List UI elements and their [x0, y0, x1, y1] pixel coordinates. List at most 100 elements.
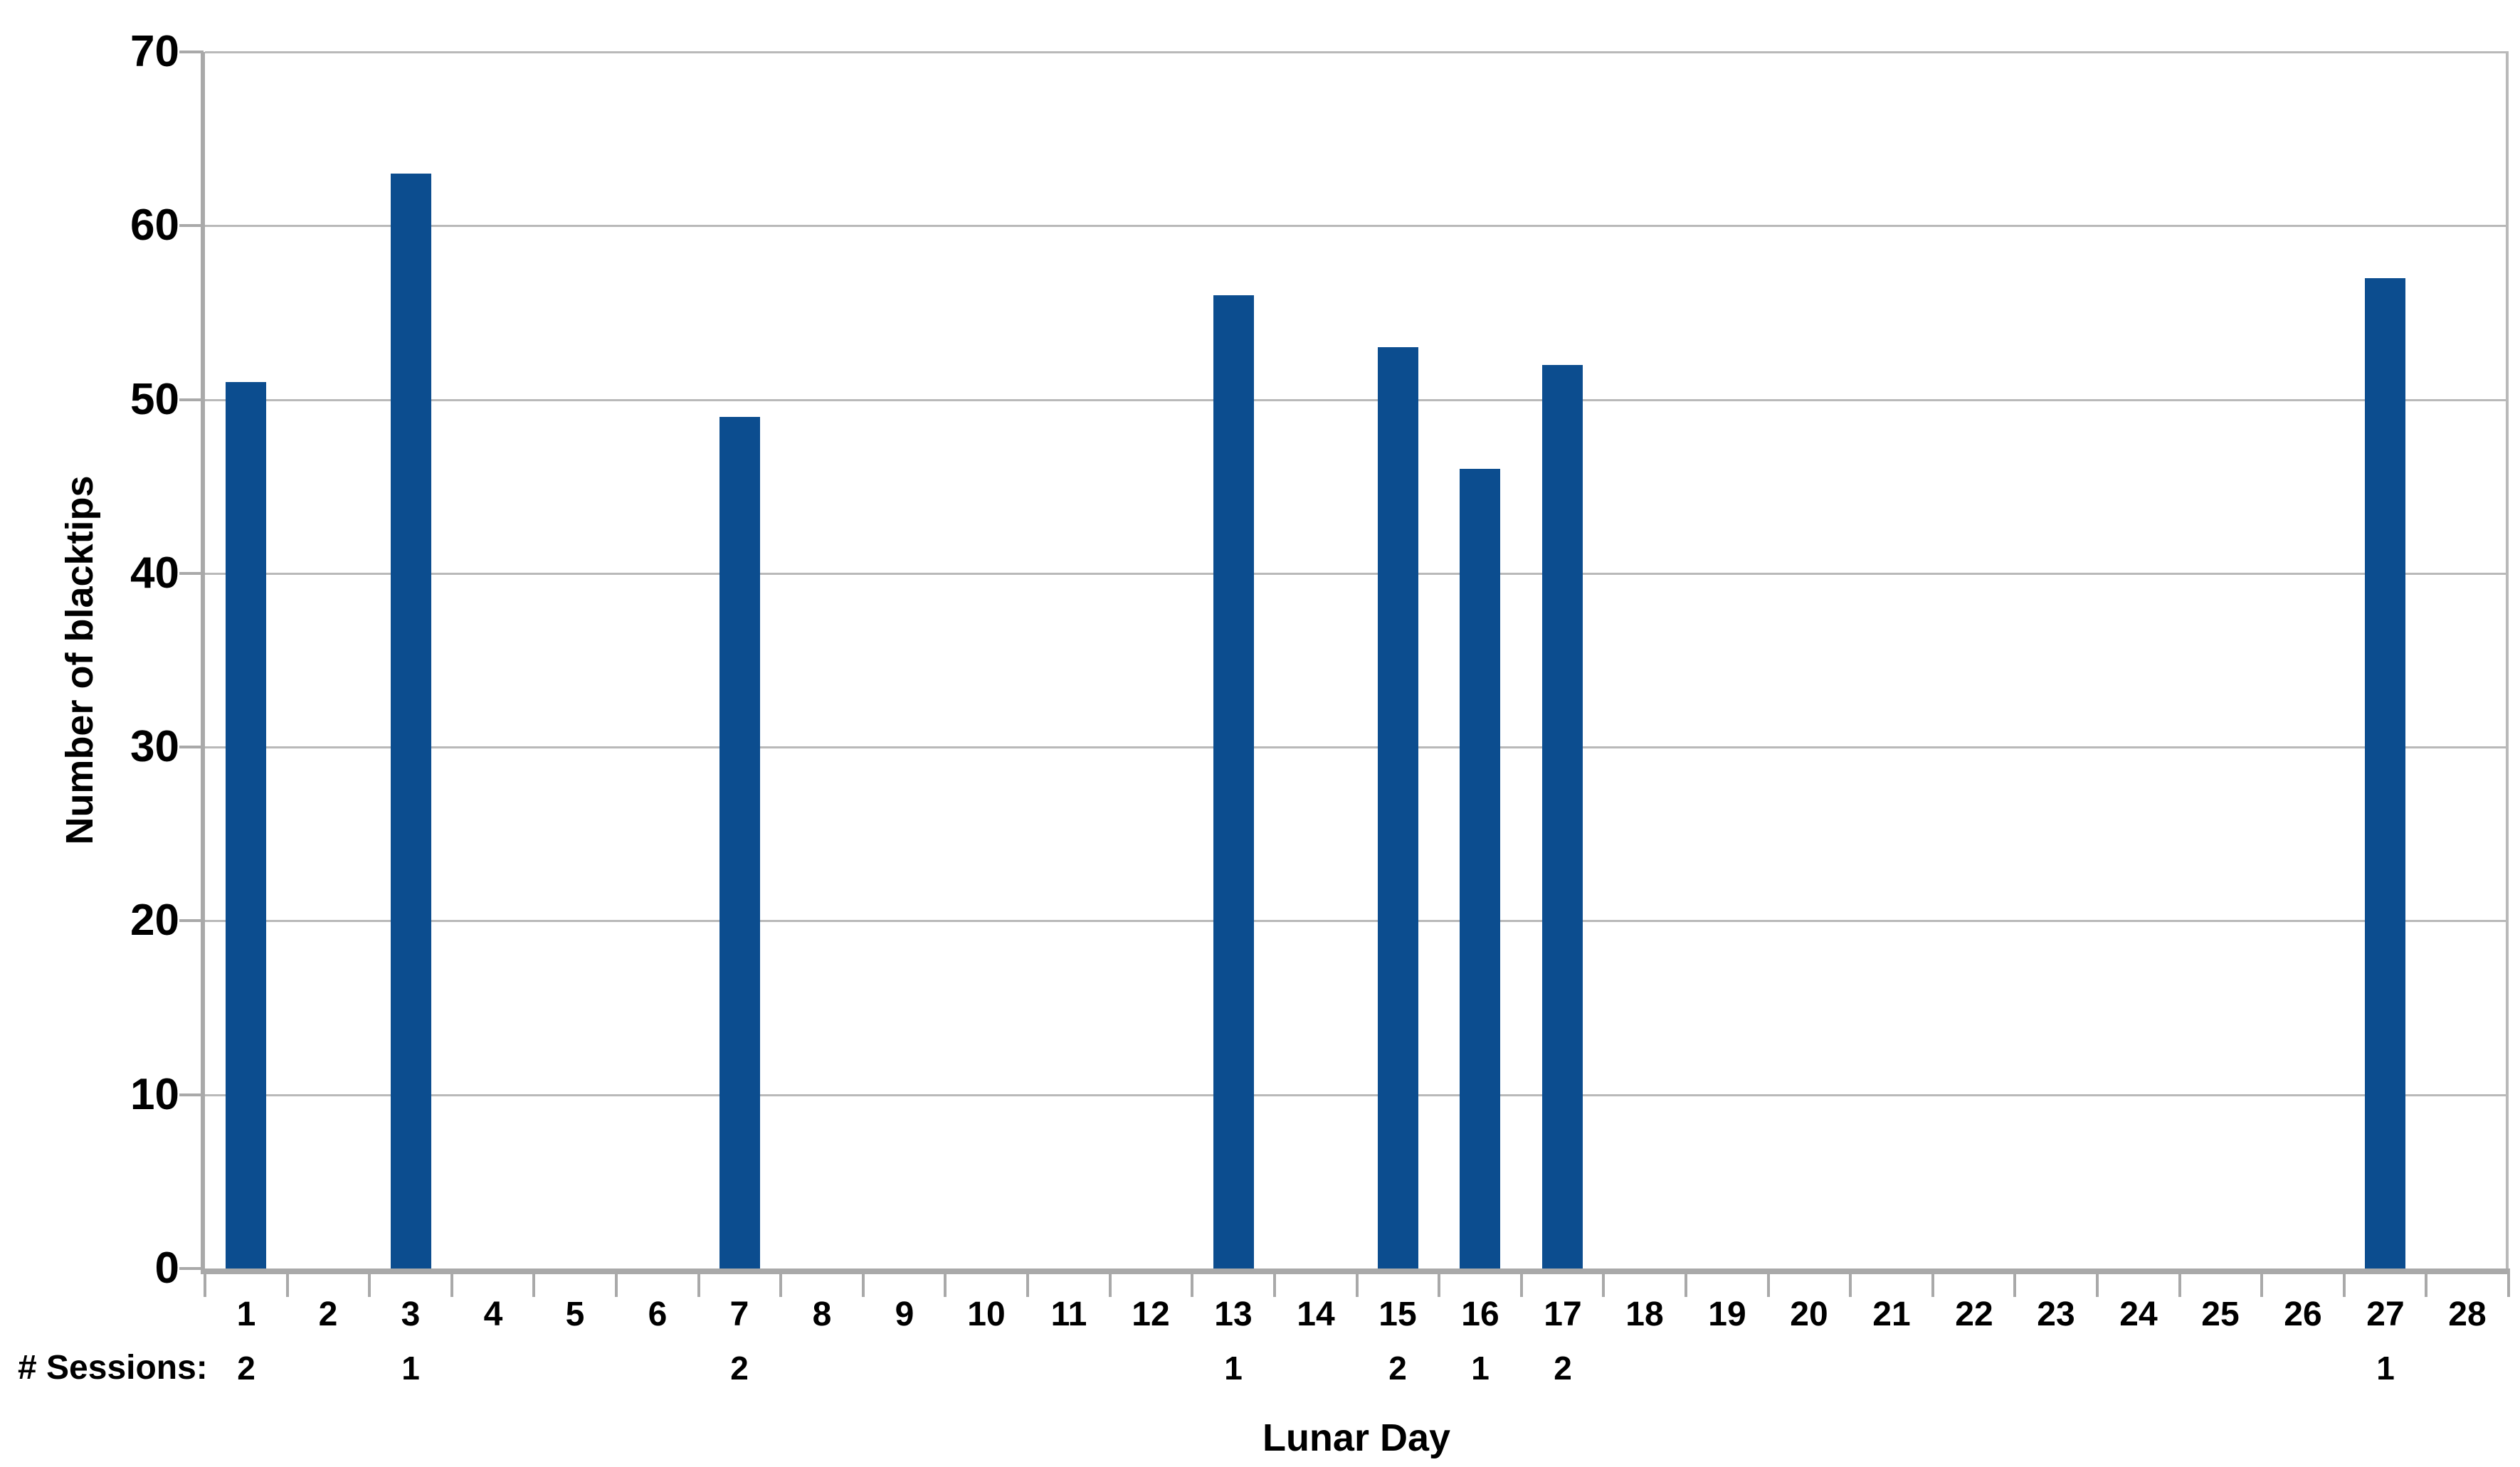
x-tick-label-day-19: 19: [1708, 1296, 1746, 1333]
x-tick-mark-4: [532, 1269, 535, 1297]
x-tick-mark-18: [1685, 1269, 1687, 1297]
x-axis-title: Lunar Day: [1262, 1416, 1451, 1459]
x-tick-mark-19: [1767, 1269, 1770, 1297]
x-tick-label-day-1: 1: [236, 1296, 256, 1333]
bar-day-7: [719, 417, 760, 1269]
x-tick-mark-6: [697, 1269, 700, 1297]
session-count-day-1: 2: [237, 1350, 255, 1387]
x-tick-mark-7: [779, 1269, 782, 1297]
gridline-y-40: [205, 572, 2509, 575]
x-tick-label-day-18: 18: [1625, 1296, 1664, 1333]
gridline-y-10: [205, 1093, 2509, 1096]
x-tick-label-day-4: 4: [483, 1296, 503, 1333]
x-tick-mark-10: [1026, 1269, 1029, 1297]
x-tick-mark-22: [2013, 1269, 2016, 1297]
x-tick-label-day-25: 25: [2201, 1296, 2240, 1333]
gridline-y-20: [205, 920, 2509, 923]
x-tick-label-day-22: 22: [1955, 1296, 1993, 1333]
x-tick-mark-16: [1520, 1269, 1523, 1297]
session-count-day-3: 1: [401, 1350, 420, 1387]
y-tick-label-40: 40: [130, 548, 179, 598]
bar-day-3: [391, 174, 431, 1269]
x-tick-mark-26: [2343, 1269, 2346, 1297]
session-count-day-13: 1: [1224, 1350, 1243, 1387]
x-tick-mark-2: [368, 1269, 371, 1297]
x-tick-mark-8: [862, 1269, 865, 1297]
y-axis-title: Number of blacktips: [58, 475, 101, 845]
x-tick-label-day-3: 3: [401, 1296, 421, 1333]
x-tick-mark-17: [1602, 1269, 1605, 1297]
y-tick-mark-50: [179, 398, 204, 401]
y-tick-label-60: 60: [130, 201, 179, 250]
x-tick-label-day-10: 10: [967, 1296, 1006, 1333]
session-count-day-16: 1: [1471, 1350, 1490, 1387]
y-tick-mark-30: [179, 746, 204, 749]
x-tick-label-day-17: 17: [1544, 1296, 1582, 1333]
x-tick-mark-12: [1191, 1269, 1193, 1297]
x-tick-label-day-21: 21: [1872, 1296, 1911, 1333]
x-tick-label-day-28: 28: [2448, 1296, 2487, 1333]
x-tick-label-day-7: 7: [729, 1296, 749, 1333]
x-tick-label-day-24: 24: [2119, 1296, 2158, 1333]
y-tick-mark-10: [179, 1093, 204, 1096]
x-tick-label-day-14: 14: [1297, 1296, 1335, 1333]
bar-day-15: [1378, 347, 1418, 1269]
y-tick-label-70: 70: [130, 27, 179, 76]
y-tick-mark-60: [179, 224, 204, 228]
y-tick-mark-70: [179, 51, 204, 53]
y-tick-label-0: 0: [154, 1244, 179, 1293]
plot-area: [205, 51, 2509, 1269]
plot-right-border: [2506, 52, 2509, 1269]
bar-day-1: [226, 382, 266, 1269]
y-tick-label-50: 50: [130, 374, 179, 424]
y-tick-mark-20: [179, 919, 204, 923]
x-tick-mark-28: [2507, 1269, 2510, 1297]
x-tick-mark-14: [1356, 1269, 1359, 1297]
x-tick-label-day-6: 6: [648, 1296, 668, 1333]
session-count-day-27: 1: [2376, 1350, 2395, 1387]
x-tick-mark-3: [450, 1269, 453, 1297]
x-tick-label-day-26: 26: [2284, 1296, 2322, 1333]
x-tick-mark-9: [944, 1269, 947, 1297]
x-tick-label-day-27: 27: [2366, 1296, 2405, 1333]
x-tick-label-day-2: 2: [318, 1296, 338, 1333]
bar-day-27: [2365, 278, 2405, 1269]
x-tick-mark-1: [286, 1269, 289, 1297]
x-tick-label-day-16: 16: [1461, 1296, 1499, 1333]
x-tick-label-day-9: 9: [895, 1296, 914, 1333]
x-tick-label-day-11: 11: [1050, 1296, 1087, 1333]
x-tick-label-day-12: 12: [1132, 1296, 1170, 1333]
y-tick-label-20: 20: [130, 896, 179, 946]
x-tick-label-day-23: 23: [2037, 1296, 2075, 1333]
gridline-y-50: [205, 398, 2509, 401]
x-tick-mark-0: [204, 1269, 206, 1297]
bar-day-16: [1460, 469, 1500, 1269]
x-tick-mark-23: [2096, 1269, 2099, 1297]
gridline-y-30: [205, 746, 2509, 749]
y-tick-label-10: 10: [130, 1069, 179, 1119]
y-tick-label-30: 30: [130, 722, 179, 772]
x-tick-label-day-15: 15: [1378, 1296, 1417, 1333]
session-count-day-17: 2: [1554, 1350, 1572, 1387]
x-tick-label-day-5: 5: [565, 1296, 585, 1333]
x-tick-mark-15: [1438, 1269, 1440, 1297]
y-tick-mark-0: [179, 1267, 204, 1270]
session-count-day-15: 2: [1388, 1350, 1407, 1387]
sessions-row-label: # Sessions:: [18, 1349, 208, 1387]
x-tick-label-day-13: 13: [1214, 1296, 1253, 1333]
y-axis-line: [201, 52, 205, 1271]
x-axis-line: [201, 1269, 2509, 1274]
bar-day-17: [1542, 365, 1583, 1269]
x-tick-mark-11: [1109, 1269, 1112, 1297]
session-count-day-7: 2: [730, 1350, 749, 1387]
x-tick-mark-13: [1273, 1269, 1276, 1297]
gridline-y-70: [205, 51, 2509, 53]
x-tick-mark-21: [1931, 1269, 1934, 1297]
y-tick-mark-40: [179, 571, 204, 575]
x-tick-mark-24: [2178, 1269, 2181, 1297]
x-tick-label-day-8: 8: [812, 1296, 832, 1333]
gridline-y-60: [205, 225, 2509, 228]
bar-day-13: [1213, 295, 1254, 1269]
x-tick-mark-5: [615, 1269, 618, 1297]
